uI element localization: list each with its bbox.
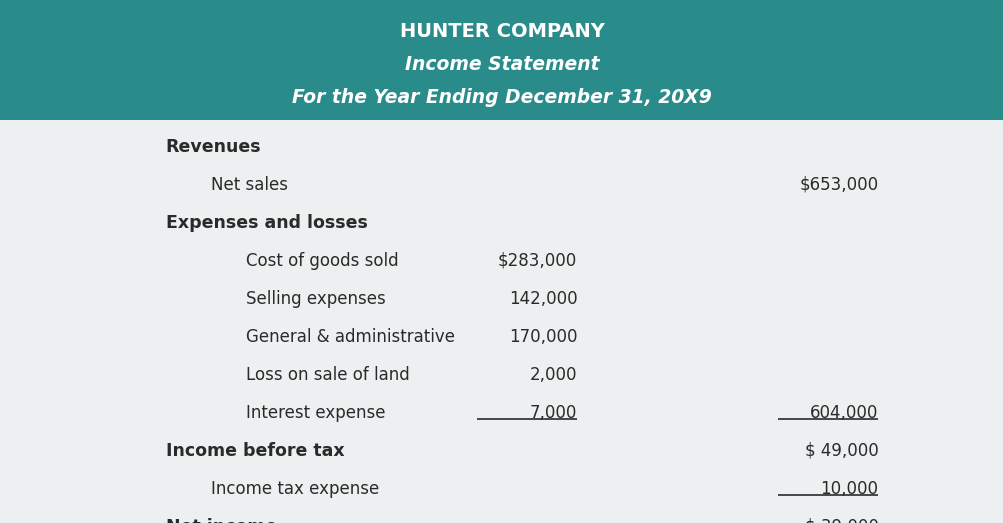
Text: Loss on sale of land: Loss on sale of land xyxy=(246,366,409,384)
Text: $ 49,000: $ 49,000 xyxy=(804,442,878,460)
Text: $653,000: $653,000 xyxy=(798,176,878,194)
Text: For the Year Ending December 31, 20X9: For the Year Ending December 31, 20X9 xyxy=(292,88,711,107)
Bar xyxy=(0,0,1003,120)
Text: Revenues: Revenues xyxy=(165,138,261,156)
Text: 2,000: 2,000 xyxy=(530,366,577,384)
Text: $ 39,000: $ 39,000 xyxy=(803,518,878,523)
Text: Net income: Net income xyxy=(165,518,277,523)
Text: Expenses and losses: Expenses and losses xyxy=(165,214,367,232)
Text: Interest expense: Interest expense xyxy=(246,404,385,422)
Text: 142,000: 142,000 xyxy=(509,290,577,308)
Text: Income before tax: Income before tax xyxy=(165,442,344,460)
Text: 604,000: 604,000 xyxy=(809,404,878,422)
Text: Income Statement: Income Statement xyxy=(404,55,599,74)
Text: HUNTER COMPANY: HUNTER COMPANY xyxy=(399,22,604,41)
Text: General & administrative: General & administrative xyxy=(246,328,454,346)
Text: Net sales: Net sales xyxy=(211,176,288,194)
Text: 10,000: 10,000 xyxy=(819,480,878,498)
Text: 170,000: 170,000 xyxy=(509,328,577,346)
Text: 7,000: 7,000 xyxy=(530,404,577,422)
Text: Selling expenses: Selling expenses xyxy=(246,290,385,308)
Text: $283,000: $283,000 xyxy=(497,252,577,270)
Text: Income tax expense: Income tax expense xyxy=(211,480,379,498)
Text: Cost of goods sold: Cost of goods sold xyxy=(246,252,398,270)
